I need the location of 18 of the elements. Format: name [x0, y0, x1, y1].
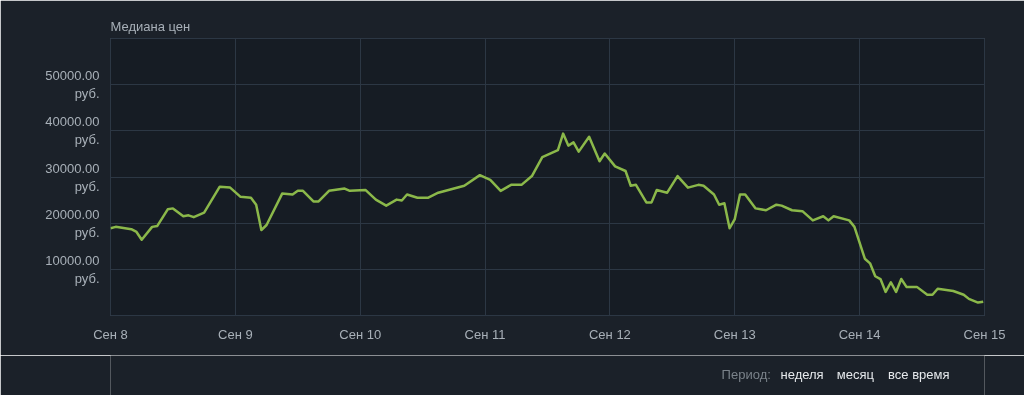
x-tick-label: Сен 10 [339, 326, 382, 342]
text: неделя [780, 366, 824, 382]
y-tick-label: 40000.00 руб. [45, 114, 100, 148]
text: все время [888, 366, 950, 382]
x-tick-label: Сен 14 [838, 326, 881, 342]
x-tick-label: Сен 11 [464, 326, 506, 342]
text: Период: [721, 366, 771, 382]
y-tick-label: 50000.00 руб. [45, 68, 100, 102]
y-tick-label: 10000.00 руб. [45, 252, 100, 286]
chart-title: Медиана цен [110, 18, 191, 34]
y-tick-label: 20000.00 руб. [45, 206, 100, 240]
text: месяц [836, 366, 875, 382]
x-tick-label: Сен 15 [963, 326, 1006, 342]
x-tick-label: Сен 12 [588, 326, 631, 342]
y-tick-label: 30000.00 руб. [45, 160, 100, 194]
x-tick-label: Сен 9 [218, 326, 253, 342]
x-tick-label: Сен 8 [93, 326, 128, 342]
x-tick-label: Сен 13 [713, 326, 756, 342]
